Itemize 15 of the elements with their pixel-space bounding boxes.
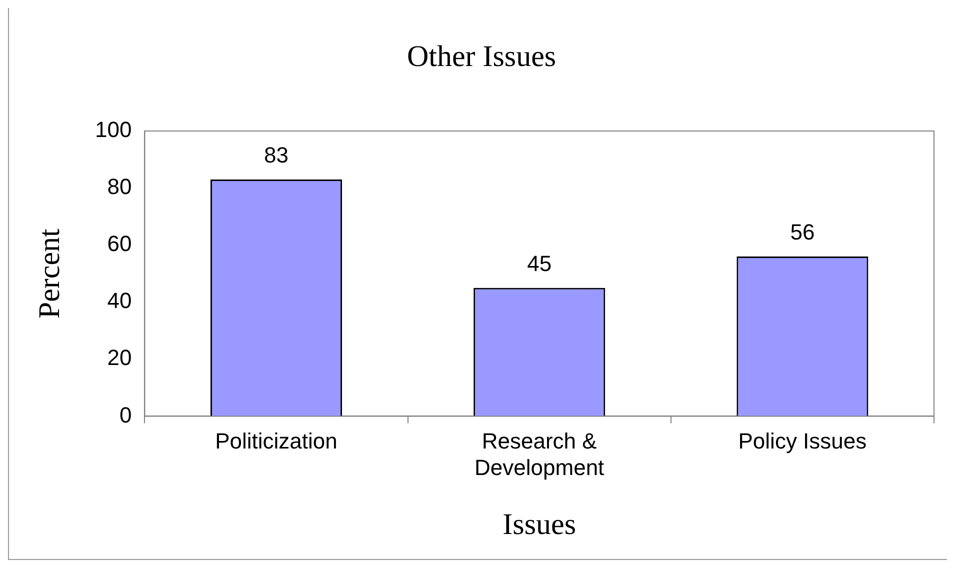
x-tick-label: Policy Issues [738,428,867,454]
data-label: 45 [527,250,552,276]
y-tick-label: 40 [107,288,132,314]
x-tick-label: Politicization [215,428,338,454]
y-tick-label: 80 [107,174,132,200]
x-axis-title: Issues [502,508,576,541]
y-axis-title: Percent [32,228,66,319]
y-tick-label: 100 [94,117,132,142]
data-label: 56 [790,220,815,245]
y-tick-label: 0 [119,402,132,428]
y-tick-label: 60 [107,231,132,256]
y-tick-label: 20 [107,345,132,370]
data-label: 83 [264,142,288,168]
chart-title: Other Issues [406,40,556,73]
x-tick-label: Research & Development [474,428,604,480]
